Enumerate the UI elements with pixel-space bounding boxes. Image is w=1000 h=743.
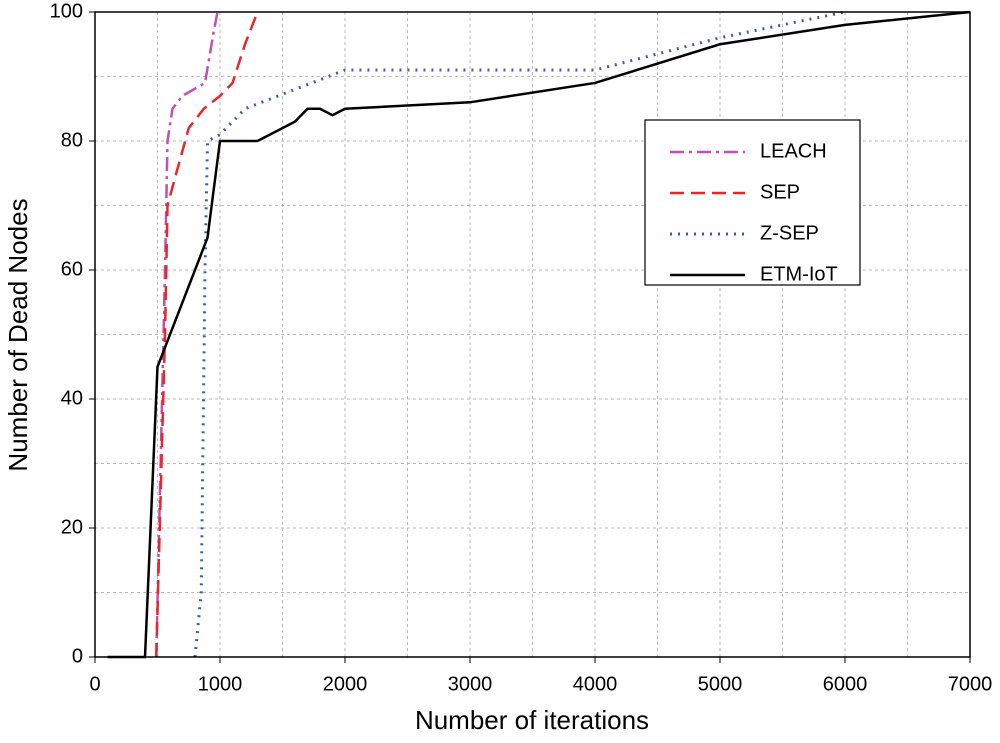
x-tick-label: 7000 <box>948 673 993 695</box>
line-series <box>155 11 259 658</box>
legend-box <box>644 119 861 286</box>
x-tick-label: 6000 <box>823 673 868 695</box>
plot-frame <box>94 11 971 658</box>
y-tick-label: 40 <box>61 387 83 409</box>
line-series <box>107 10 971 659</box>
x-tick-label: 2000 <box>323 673 368 695</box>
y-axis-title: Number of Dead Nodes <box>3 198 33 471</box>
legend-label: SEP <box>760 181 800 203</box>
legend-label: ETM-IoT <box>760 263 838 285</box>
y-tick-label: 60 <box>61 258 83 280</box>
x-axis-title: Number of iterations <box>415 705 649 735</box>
y-tick-label: 100 <box>50 0 83 22</box>
y-tick-label: 0 <box>72 645 83 667</box>
legend-label: LEACH <box>760 140 827 162</box>
x-tick-label: 3000 <box>448 673 493 695</box>
y-tick-label: 80 <box>61 129 83 151</box>
x-tick-label: 0 <box>89 673 100 695</box>
legend-label: Z-SEP <box>760 222 819 244</box>
line-series <box>193 10 846 658</box>
x-tick-label: 5000 <box>698 673 743 695</box>
y-tick-label: 20 <box>61 516 83 538</box>
x-tick-label: 4000 <box>573 673 618 695</box>
x-tick-label: 1000 <box>198 673 243 695</box>
